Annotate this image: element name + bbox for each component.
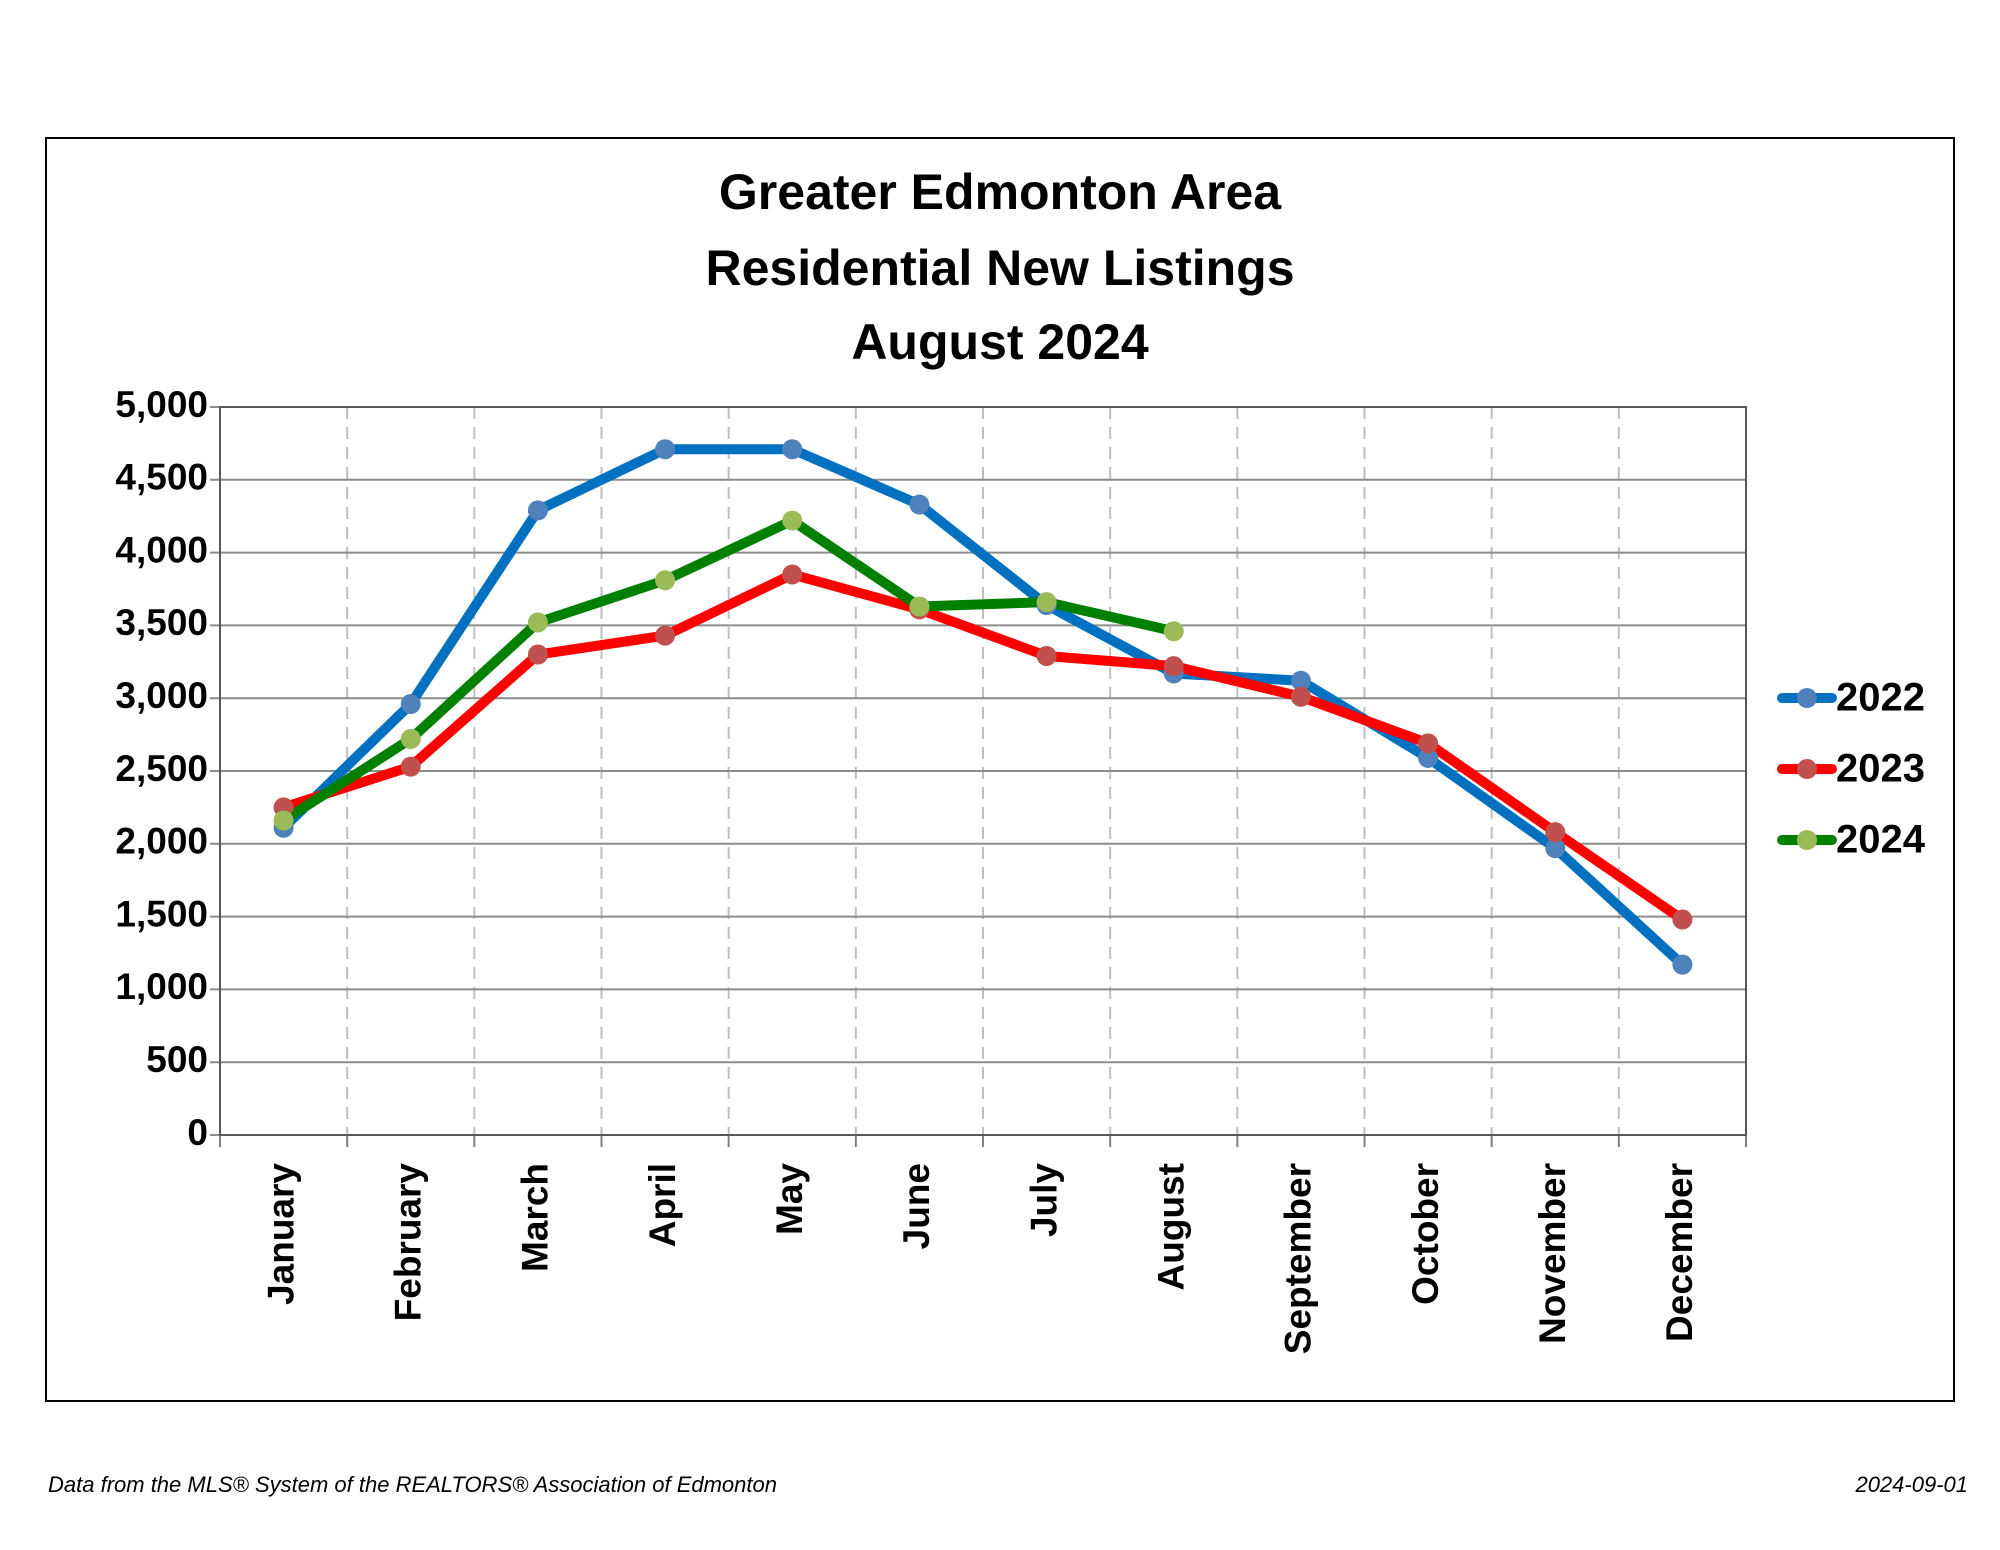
data-point <box>1545 822 1566 843</box>
x-tick-label: May <box>769 1163 810 1235</box>
data-point <box>1163 656 1184 677</box>
data-point <box>400 756 421 777</box>
x-tick-label: July <box>1023 1163 1064 1237</box>
data-point <box>782 439 803 460</box>
legend-label: 2023 <box>1836 747 1925 791</box>
x-tick-label: November <box>1532 1163 1573 1344</box>
plot-border <box>219 406 1747 1136</box>
series-line <box>278 444 1688 970</box>
data-point <box>655 439 676 460</box>
data-point <box>1672 954 1693 975</box>
x-tick-label: August <box>1151 1163 1192 1290</box>
x-tick-label: December <box>1659 1163 1700 1342</box>
y-tick-label: 0 <box>187 1112 208 1153</box>
data-point <box>527 500 548 521</box>
x-tick-label: February <box>388 1163 429 1322</box>
data-point <box>273 810 294 831</box>
data-point <box>400 728 421 749</box>
data-point <box>655 625 676 646</box>
x-tick-label: April <box>642 1163 683 1247</box>
data-point <box>1163 621 1184 642</box>
x-tick-label: September <box>1278 1163 1319 1354</box>
chart-title: August 2024 <box>851 314 1149 370</box>
y-tick-label: 1,000 <box>115 966 208 1007</box>
data-point <box>1418 733 1439 754</box>
data-point <box>782 510 803 531</box>
y-tick-label: 3,500 <box>115 602 208 643</box>
legend-marker <box>1797 688 1817 708</box>
data-point <box>1036 645 1057 666</box>
chart-title: Greater Edmonton Area <box>719 164 1282 220</box>
data-point <box>527 644 548 665</box>
data-point <box>1545 838 1566 859</box>
date-note: 2024-09-01 <box>1854 1472 1968 1497</box>
legend-marker <box>1797 830 1817 850</box>
y-tick-label: 5,000 <box>115 384 208 425</box>
data-point <box>1036 592 1057 613</box>
y-tick-label: 3,000 <box>115 675 208 716</box>
data-point <box>527 612 548 633</box>
data-point <box>400 694 421 715</box>
data-point <box>909 494 930 515</box>
legend-marker <box>1797 759 1817 779</box>
y-tick-label: 500 <box>146 1039 208 1080</box>
data-point <box>909 596 930 617</box>
x-tick-label: October <box>1405 1163 1446 1305</box>
y-tick-label: 1,500 <box>115 893 208 934</box>
y-tick-label: 2,500 <box>115 748 208 789</box>
data-point <box>1418 747 1439 768</box>
data-point <box>655 570 676 591</box>
data-point <box>782 564 803 585</box>
data-point <box>1290 686 1311 707</box>
chart-title: Residential New Listings <box>705 240 1294 296</box>
data-point <box>1672 909 1693 930</box>
source-note: Data from the MLS® System of the REALTOR… <box>48 1472 777 1497</box>
y-tick-label: 2,000 <box>115 821 208 862</box>
legend-label: 2022 <box>1836 676 1925 720</box>
y-tick-label: 4,500 <box>115 457 208 498</box>
x-tick-label: June <box>896 1163 937 1249</box>
data-point <box>1290 670 1311 691</box>
legend-label: 2024 <box>1836 818 1926 862</box>
series-line <box>278 569 1688 925</box>
y-tick-label: 4,000 <box>115 529 208 570</box>
x-tick-label: January <box>260 1163 301 1305</box>
series-line <box>278 515 1179 826</box>
x-tick-label: March <box>515 1163 556 1272</box>
